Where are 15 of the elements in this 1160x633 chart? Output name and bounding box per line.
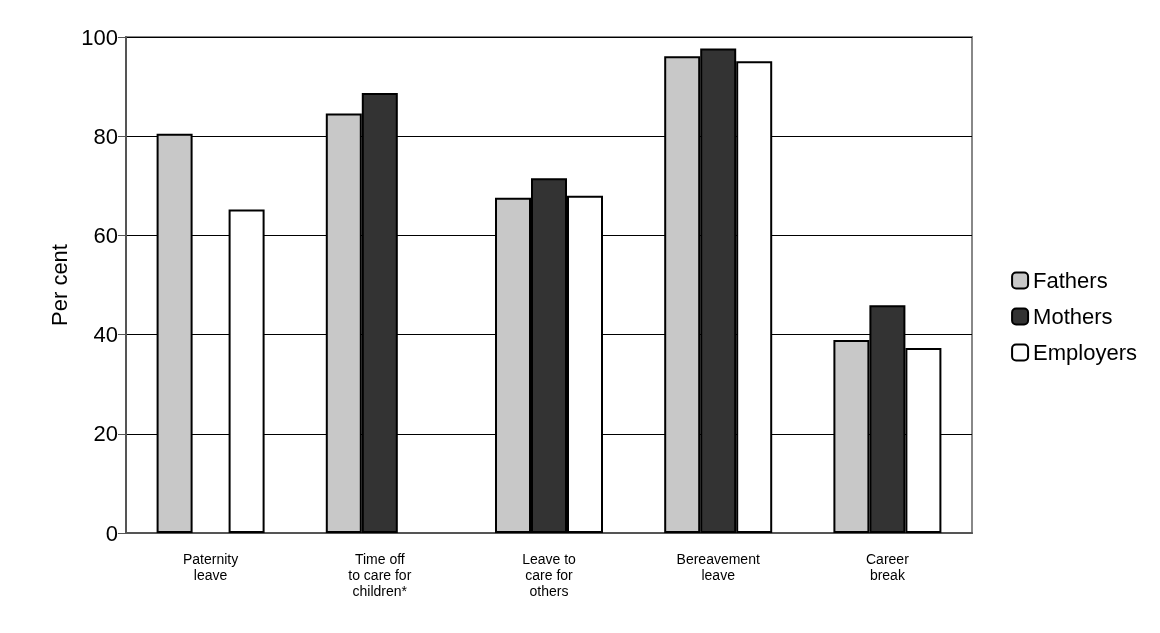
legend-label: Employers: [1033, 340, 1137, 365]
x-tick-label: Bereavement leave: [676, 551, 760, 583]
x-tick-label: Paternity leave: [182, 551, 239, 583]
y-tick-label: 100: [81, 24, 118, 50]
legend-label: Fathers: [1033, 268, 1108, 293]
x-tick-label: Leave to care for others: [522, 551, 577, 599]
y-tick-label: 40: [93, 322, 118, 348]
x-tick-label: Career break: [866, 551, 910, 583]
y-tick-label: 60: [93, 222, 118, 248]
y-tick-label: 80: [93, 123, 118, 149]
legend-label: Mothers: [1033, 304, 1113, 329]
y-axis-title: Per cent: [46, 244, 72, 326]
y-tick-label: 20: [93, 421, 118, 447]
x-tick-label: Time off to care for children*: [348, 551, 412, 599]
y-tick-label: 0: [105, 520, 118, 546]
